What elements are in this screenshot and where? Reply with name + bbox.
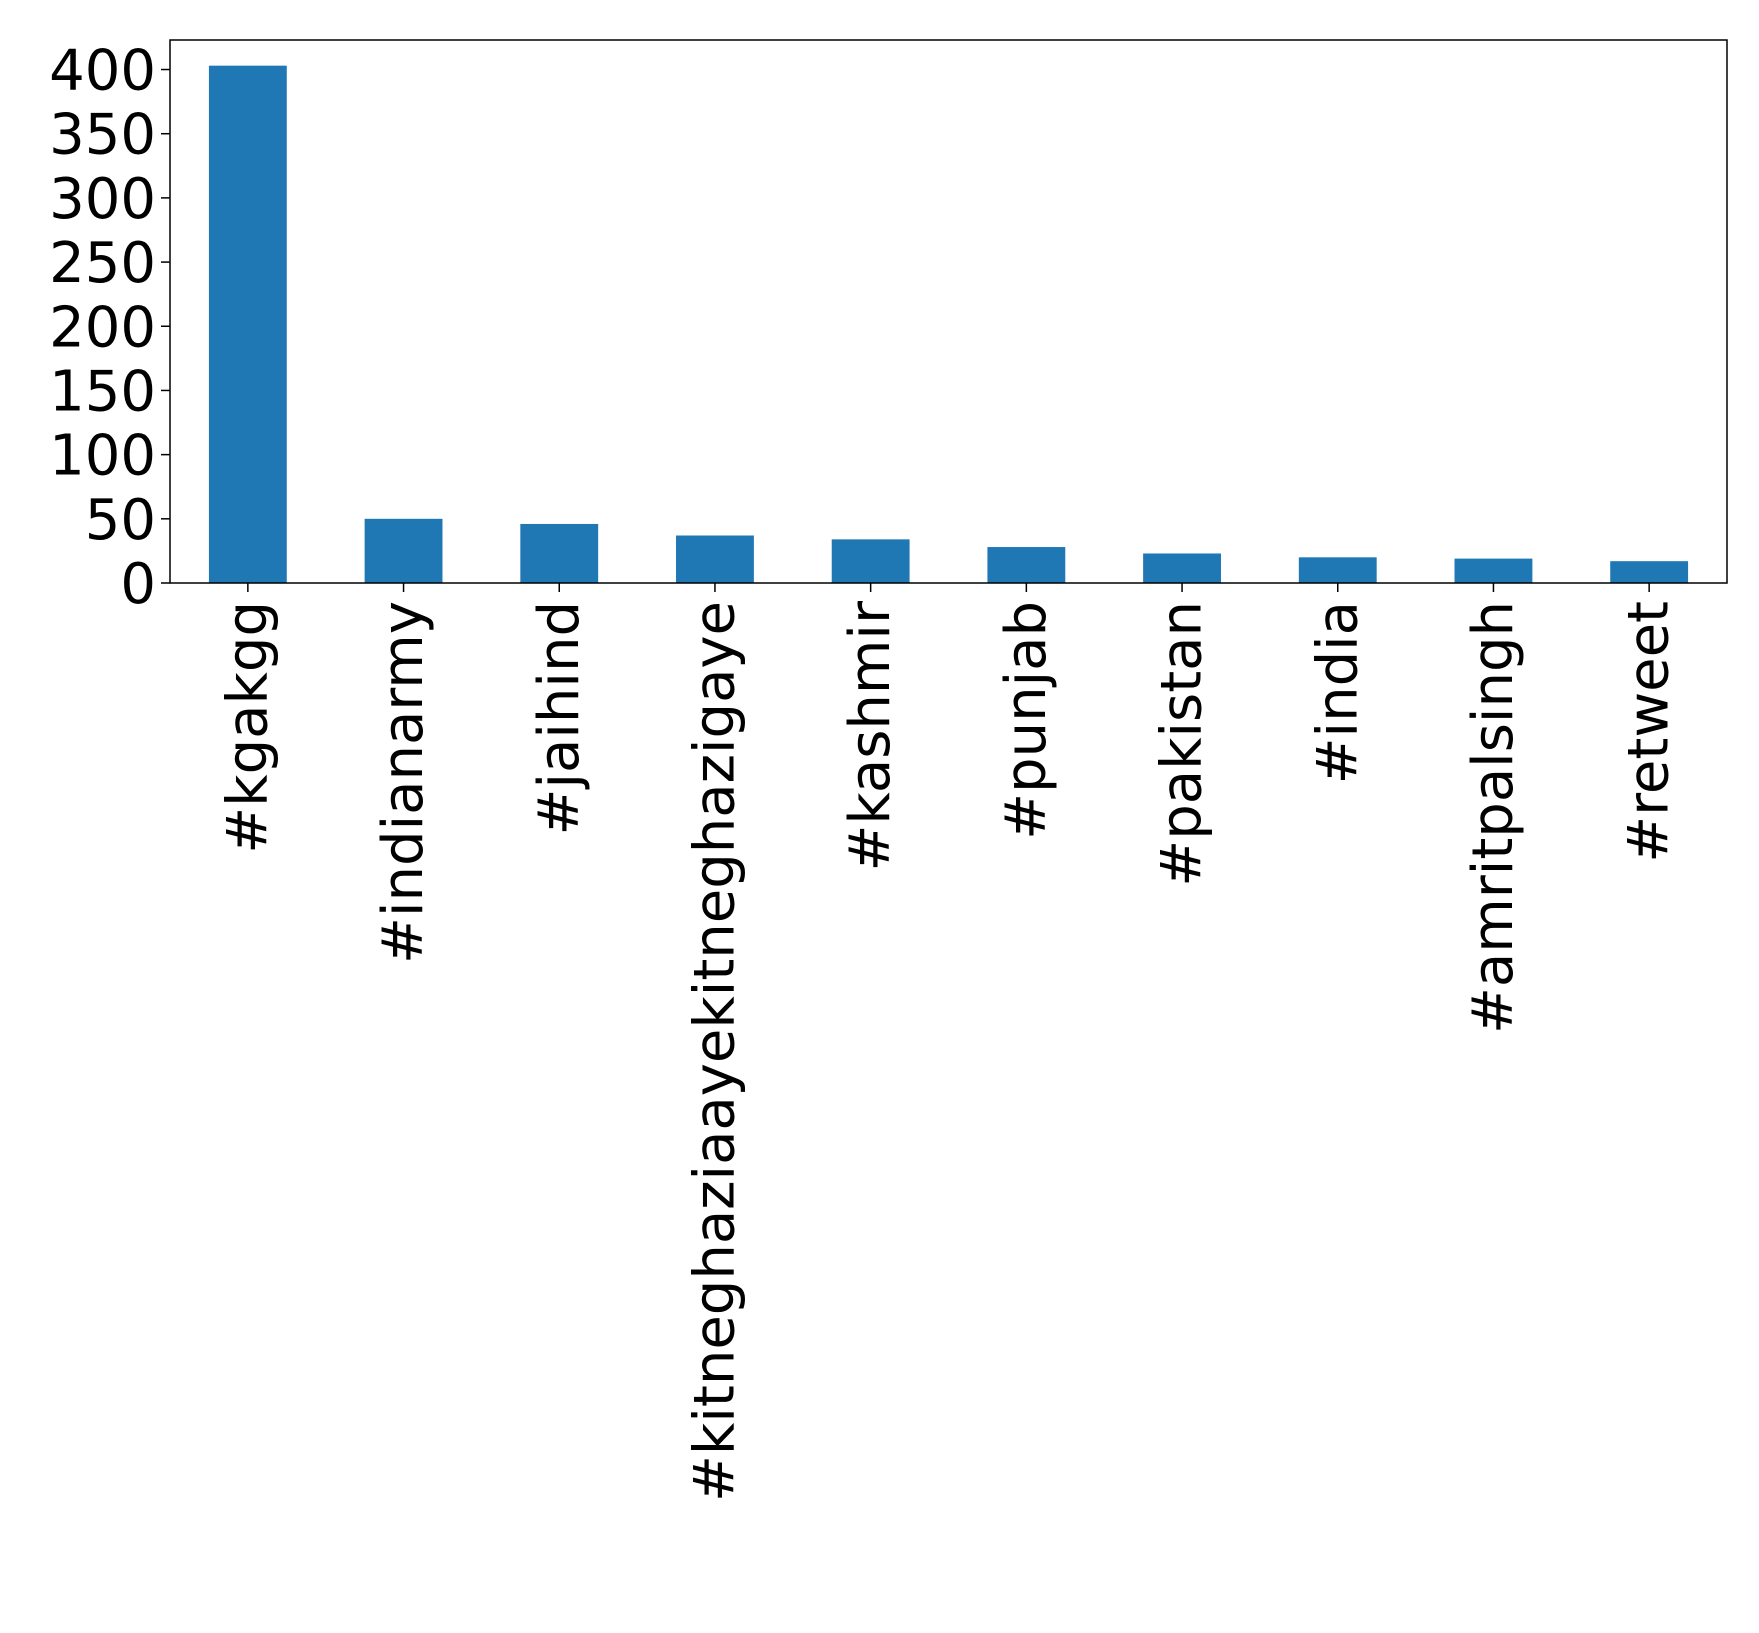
y-tick-label: 50 xyxy=(85,488,156,553)
x-tick-label: #retweet xyxy=(1617,601,1682,863)
x-tick-label: #kgakgg xyxy=(215,601,280,854)
x-tick-label: #jaihind xyxy=(527,601,592,835)
x-tick-label: #indianarmy xyxy=(371,601,436,964)
bar-3 xyxy=(676,535,754,583)
bars-group xyxy=(208,65,1689,583)
x-tick-label: #punjab xyxy=(994,601,1059,840)
y-tick-label: 300 xyxy=(49,167,156,232)
bar-2 xyxy=(520,523,599,583)
x-tick-label: #india xyxy=(1305,601,1370,784)
plot-frame xyxy=(169,39,1728,584)
x-tick-label: #kashmir xyxy=(838,600,903,871)
bar-6 xyxy=(1143,553,1221,583)
y-tick-label: 100 xyxy=(49,424,156,489)
bar-1 xyxy=(364,518,443,583)
x-tick-label: #kitneghaziaayekitneghazigaye xyxy=(682,601,747,1502)
x-tick-label: #pakistan xyxy=(1150,601,1215,887)
bar-5 xyxy=(987,547,1066,583)
y-tick-label: 350 xyxy=(49,103,156,168)
bar-9 xyxy=(1610,561,1689,583)
y-tick-label: 250 xyxy=(49,231,156,296)
bar-4 xyxy=(831,539,910,583)
x-tick-label: #amritpalsingh xyxy=(1461,601,1526,1034)
bar-7 xyxy=(1298,557,1377,583)
y-tick-label: 400 xyxy=(49,39,156,104)
y-tick-label: 150 xyxy=(49,359,156,424)
bar-0 xyxy=(208,65,287,583)
y-tick-label: 0 xyxy=(120,552,156,617)
bar-8 xyxy=(1454,558,1533,583)
y-tick-label: 200 xyxy=(49,295,156,360)
x-axis: #kgakgg #indianarmy #jaihind #kitneghaziaay… xyxy=(215,583,1682,1502)
